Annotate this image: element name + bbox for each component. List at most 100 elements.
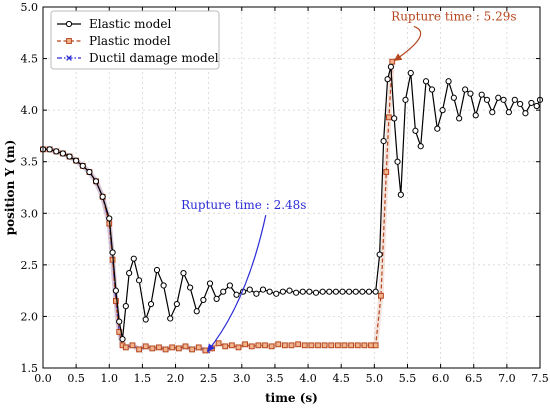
data-point (175, 345, 182, 352)
data-point (189, 346, 195, 353)
data-point (467, 90, 474, 97)
data-point (222, 343, 229, 350)
data-point (372, 288, 379, 295)
annotation-arrow (393, 25, 422, 62)
data-point (299, 288, 306, 295)
data-point (376, 251, 383, 258)
data-point (456, 115, 463, 122)
data-point (86, 168, 93, 176)
data-point (319, 288, 326, 295)
annotation-arrowhead (393, 53, 403, 61)
legend-marker (65, 20, 73, 28)
data-point (122, 344, 129, 351)
x-axis-label: time (s) (265, 391, 318, 405)
data-point (288, 342, 295, 349)
annotation-arrowhead (206, 343, 215, 352)
y-tick-label: 3.0 (21, 207, 39, 220)
x-tick-label: 0.5 (67, 372, 85, 385)
data-point (46, 146, 53, 153)
legend-box (50, 10, 220, 70)
data-point (262, 342, 268, 349)
data-point (200, 296, 207, 304)
data-point (167, 315, 174, 322)
y-tick-label: 4.5 (21, 53, 39, 66)
data-point (286, 287, 293, 294)
data-point (73, 157, 80, 164)
data-point (202, 347, 209, 354)
data-point (472, 112, 479, 119)
data-point (500, 96, 507, 103)
x-tick-label: 2.0 (167, 372, 185, 385)
data-point (126, 270, 133, 277)
data-point (206, 280, 214, 287)
data-point (321, 342, 328, 349)
data-point (478, 91, 485, 98)
data-point (407, 69, 414, 77)
data-point (301, 342, 308, 349)
y-tick-label: 2.0 (21, 310, 39, 323)
data-point (119, 336, 126, 343)
x-tick-label: 3.5 (266, 372, 284, 385)
data-point (332, 288, 339, 295)
data-point (273, 290, 280, 297)
data-point (66, 153, 73, 160)
data-point (79, 162, 86, 169)
data-point (295, 341, 302, 348)
data-point (306, 288, 313, 295)
data-point (445, 78, 452, 85)
x-tick-label: 3.0 (233, 372, 251, 385)
legend-item: Elastic model (57, 17, 171, 31)
series-line (43, 148, 208, 352)
y-tick-label: 4.0 (21, 104, 39, 117)
data-point (187, 284, 194, 291)
x-tick-label: 0.0 (34, 372, 52, 385)
legend-marker (66, 55, 72, 61)
data-point (391, 115, 398, 122)
data-point (387, 63, 394, 70)
legend-label: Elastic model (89, 17, 171, 31)
data-point (112, 298, 119, 304)
data-point (361, 342, 368, 349)
data-point (281, 342, 288, 349)
data-point (352, 288, 359, 295)
legend-item: Ductil damage model (57, 51, 219, 65)
plot-frame (42, 6, 541, 369)
data-point (326, 288, 333, 295)
data-point (193, 308, 200, 315)
data-point (511, 96, 518, 103)
data-point (428, 86, 436, 93)
x-tick-label: 5.5 (399, 372, 417, 385)
y-tick-label: 1.5 (21, 362, 39, 375)
data-point (215, 340, 222, 347)
data-point (149, 345, 156, 352)
data-point (505, 109, 512, 116)
annotation-text: Rupture time : 2.48s (181, 198, 306, 212)
data-point (59, 150, 66, 157)
y-tick-label: 2.5 (21, 259, 39, 272)
data-point (380, 137, 387, 145)
data-point (315, 342, 321, 349)
data-point (268, 343, 275, 350)
data-point (246, 286, 253, 293)
y-tick-label: 5.0 (21, 1, 39, 14)
data-point (328, 342, 335, 349)
data-point (99, 193, 106, 200)
x-tick-label: 6.5 (465, 372, 483, 385)
data-point (220, 288, 227, 295)
data-point (228, 342, 235, 349)
annotation-text: Rupture time : 5.29s (391, 9, 516, 23)
data-point (106, 215, 113, 222)
series-circle (39, 63, 544, 343)
data-point (522, 110, 529, 117)
data-point (173, 300, 180, 308)
series-glow (43, 61, 395, 353)
data-point (397, 191, 404, 198)
x-tick-label: 4.5 (332, 372, 350, 385)
data-point (142, 343, 149, 350)
series-square (40, 58, 396, 354)
data-point (279, 288, 286, 295)
legend-item: Plastic model (57, 34, 171, 48)
data-point (169, 344, 176, 351)
data-point (450, 94, 457, 101)
rupture-annotation: Rupture time : 2.48s (181, 198, 306, 352)
